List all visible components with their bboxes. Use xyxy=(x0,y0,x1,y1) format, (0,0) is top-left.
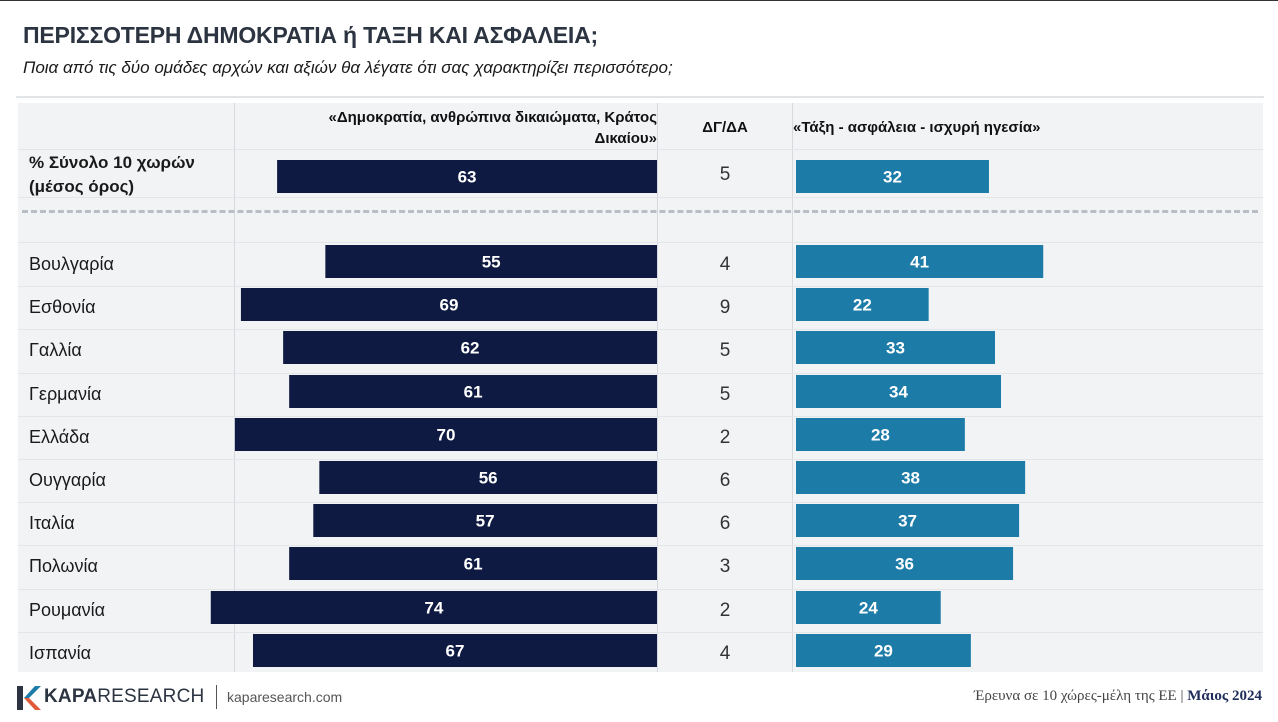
grid-hline-row xyxy=(18,416,1263,417)
grid-hline-total xyxy=(18,197,1263,198)
dkna-value: 2 xyxy=(719,426,731,448)
dkna-value: 6 xyxy=(719,470,731,491)
grid-vline-labels xyxy=(234,103,235,672)
title-divider xyxy=(16,96,1264,98)
grid-hline-row xyxy=(18,373,1263,374)
column-header-dkna: ΔΓ/ΔΑ xyxy=(702,119,748,136)
country-label: Ισπανία xyxy=(29,642,92,663)
footer-separator-line xyxy=(216,685,217,709)
grid-hline-row xyxy=(18,502,1263,503)
grid-hline-row xyxy=(18,632,1263,633)
footer-source: Έρευνα σε 10 χώρες-μέλη της ΕΕ | Μάιος 2… xyxy=(974,688,1262,705)
footer-date: Μάιος 2024 xyxy=(1187,688,1262,704)
grid-vline-left xyxy=(657,103,658,672)
dkna-value: 4 xyxy=(719,642,731,664)
country-label: Γερμανία xyxy=(29,383,102,404)
grid-hline-row xyxy=(18,459,1263,460)
dkna-value: 9 xyxy=(719,297,731,319)
column-header-democracy: «Δημοκρατία, ανθρώπινα δικαιώματα, Κράτο… xyxy=(328,109,658,147)
country-label: Εσθονία xyxy=(29,297,96,318)
logo-wordmark: KAPARESEARCH xyxy=(44,686,204,708)
country-label: Ουγγαρία xyxy=(29,470,106,490)
grid-hline-row xyxy=(18,329,1263,330)
country-label: Γαλλία xyxy=(29,340,82,361)
footer-pipe: | xyxy=(1180,688,1184,704)
footer-url: kaparesearch.com xyxy=(227,689,343,705)
page-subtitle: Ποια από τις δύο ομάδες αρχών και αξιών … xyxy=(23,58,673,77)
dkna-value: 5 xyxy=(719,383,731,405)
total-row-label: % Σύνολο 10 χωρών (μέσος όρος) xyxy=(29,153,195,196)
page-title: ΠΕΡΙΣΣΟΤΕΡΗ ΔΗΜΟΚΡΑΤΙΑ ή ΤΑΞΗ ΚΑΙ ΑΣΦΑΛΕ… xyxy=(23,22,598,48)
logo-rest: RESEARCH xyxy=(97,686,205,707)
kapa-logo-icon xyxy=(17,686,41,710)
dkna-value: 3 xyxy=(719,556,731,578)
top-border xyxy=(0,0,1278,1)
grid-hline-row xyxy=(18,286,1263,287)
dkna-value: 6 xyxy=(719,513,731,535)
column-header-order: «Τάξη - ασφάλεια - ισχυρή ηγεσία» xyxy=(793,119,1041,136)
dkna-value: 2 xyxy=(719,599,731,621)
country-label: Πολωνία xyxy=(29,556,98,577)
grid-hline-row xyxy=(18,545,1263,546)
grid-vline-right xyxy=(792,103,793,672)
total-dkna-value: 5 xyxy=(719,164,731,185)
footer-source-text: Έρευνα σε 10 χώρες-μέλη της ΕΕ xyxy=(973,688,1177,704)
country-label: Ελλάδα xyxy=(29,426,90,447)
country-label: Ιταλία xyxy=(29,513,75,534)
logo-bold: KAPA xyxy=(44,686,98,707)
dkna-value: 4 xyxy=(719,254,731,275)
grid-hline-row xyxy=(18,589,1263,590)
country-label: Βουλγαρία xyxy=(29,254,114,274)
dkna-value: 5 xyxy=(719,340,731,362)
country-label: Ρουμανία xyxy=(29,599,106,620)
grid-hline-spacer xyxy=(18,242,1263,243)
grid-hline-header xyxy=(18,149,1263,150)
dashed-separator xyxy=(22,210,1258,213)
